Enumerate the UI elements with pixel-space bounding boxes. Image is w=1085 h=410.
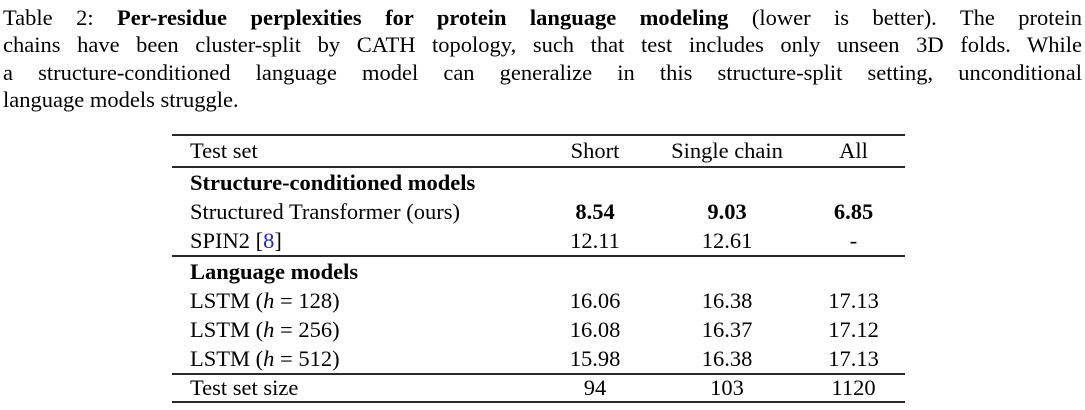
header-test-set: Test set [190, 138, 258, 163]
lstm-label-suffix: = 512) [274, 345, 340, 371]
section-row-structure-conditioned: Structure-conditioned models [172, 168, 905, 197]
caption-line-4: language models struggle. [3, 86, 239, 112]
cell-single-chain-value: 16.37 [701, 316, 753, 342]
lstm-label-prefix: LSTM ( [190, 287, 264, 313]
table-top-rule [172, 134, 905, 136]
section-label: Structure-conditioned models [190, 169, 476, 195]
table-bottom-rule [172, 401, 905, 403]
row-label: SPIN2 [8] [172, 228, 538, 254]
cell-short-value: 16.06 [569, 287, 621, 313]
cell-single-chain-value: 9.03 [707, 198, 747, 224]
lstm-label-suffix: = 256) [274, 316, 340, 342]
citation-link[interactable]: 8 [263, 227, 275, 253]
table-row-lstm-256: LSTM (h = 256) 16.08 16.37 17.12 [172, 315, 905, 344]
table-row-lstm-512: LSTM (h = 512) 15.98 16.38 17.13 [172, 344, 905, 373]
spin2-label-prefix: SPIN2 [ [190, 227, 264, 253]
row-label: Test set size [190, 375, 299, 400]
table-row-lstm-128: LSTM (h = 128) 16.06 16.38 17.13 [172, 286, 905, 315]
row-label: Structured Transformer (ours) [190, 198, 460, 224]
caption-line-1: Table 2: Per-residue perplexities for pr… [3, 4, 1082, 31]
header-all: All [839, 138, 868, 163]
cell-single-chain-value: 103 [710, 375, 744, 400]
cell-all-value: 17.13 [828, 287, 879, 313]
cell-single-chain-value: 12.61 [701, 227, 753, 253]
caption-line-3: a structure-conditioned language model c… [3, 59, 1082, 85]
row-label: LSTM (h = 512) [172, 346, 538, 372]
row-label: LSTM (h = 128) [172, 288, 538, 314]
lstm-hidden-var: h [263, 316, 275, 342]
cell-all-value: 1120 [831, 375, 876, 400]
caption-line-2: chains have been cluster-split by CATH t… [3, 32, 1082, 58]
caption-table-label: Table 2: [3, 5, 118, 30]
mid-rule [172, 255, 905, 257]
cell-all-value: 17.12 [828, 316, 879, 342]
cell-single-chain-value: 16.38 [701, 287, 753, 313]
row-label: LSTM (h = 256) [172, 317, 538, 343]
lstm-hidden-var: h [263, 287, 275, 313]
lstm-hidden-var: h [263, 345, 275, 371]
caption-bold-title: Per-residue perplexities for protein lan… [117, 5, 729, 30]
header-single-chain: Single chain [671, 138, 783, 163]
section-label: Language models [190, 258, 359, 284]
section-row-language-models: Language models [172, 257, 905, 286]
cell-short-value: 8.54 [575, 198, 615, 224]
table-row-spin2: SPIN2 [8] 12.11 12.61 - [172, 226, 905, 255]
lstm-label-prefix: LSTM ( [190, 345, 264, 371]
table-caption: Table 2: Per-residue perplexities for pr… [3, 4, 1082, 113]
table-header-row: Test set Short Single chain All [172, 136, 905, 166]
cell-all-value: - [849, 227, 858, 253]
cell-short-value: 12.11 [570, 227, 620, 253]
lstm-label-prefix: LSTM ( [190, 316, 264, 342]
lstm-label-suffix: = 128) [274, 287, 340, 313]
spin2-label-suffix: ] [274, 227, 282, 253]
cell-short-value: 15.98 [569, 345, 621, 371]
table-row-test-set-size: Test set size 94 103 1120 [172, 375, 905, 401]
cell-all-value: 6.85 [833, 198, 874, 224]
cell-all-value: 17.13 [828, 345, 879, 371]
cell-short-value: 94 [583, 375, 607, 400]
table-row-structured-transformer: Structured Transformer (ours) 8.54 9.03 … [172, 197, 905, 226]
results-table: Test set Short Single chain All Structur… [172, 134, 905, 403]
caption-line-1-suffix: (lower is better). The protein [728, 5, 1082, 30]
cell-single-chain-value: 16.38 [701, 345, 753, 371]
footer-rule [172, 373, 905, 375]
header-short: Short [570, 138, 620, 163]
header-rule [172, 166, 905, 168]
cell-short-value: 16.08 [569, 316, 621, 342]
